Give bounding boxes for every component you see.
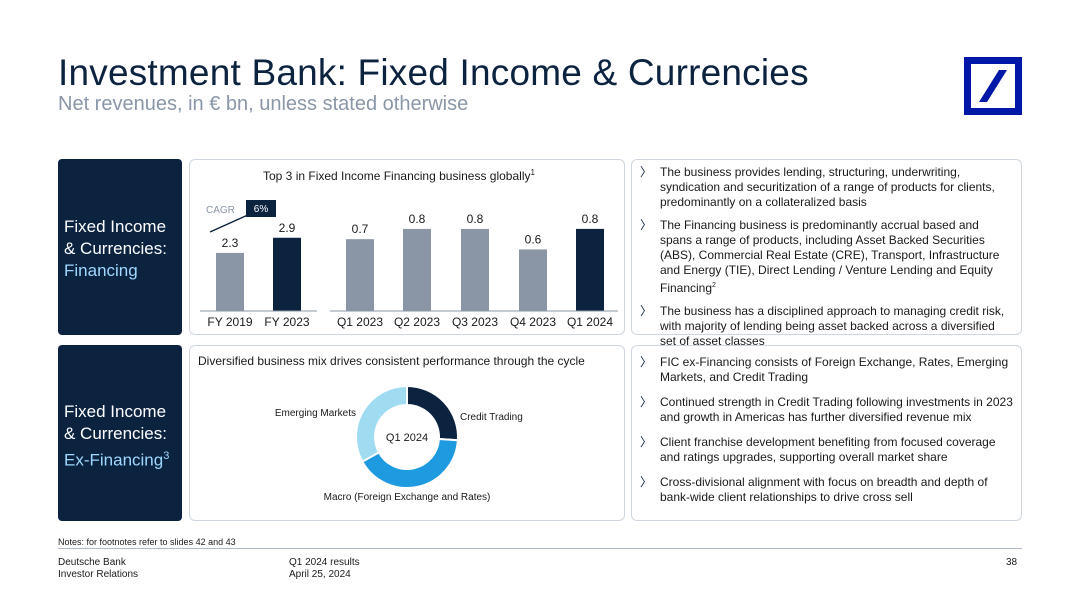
business-mix-donut-chart: Q1 2024 Credit Trading Macro (Foreign Exch… (275, 384, 523, 503)
financing-bar-chart: 2.3 FY 2019 2.9 FY 2023 0.7 Q1 2023 0.8 Q2 2023… (200, 200, 618, 329)
bar-category-label: Q3 2023 (452, 315, 498, 329)
chevron-right-icon: 〉 (640, 304, 653, 318)
ex-financing-label-line3: Ex-Financing3 (64, 450, 170, 470)
chevron-right-icon: 〉 (640, 395, 653, 409)
donut-slice-label: Macro (Foreign Exchange and Rates) (324, 492, 491, 503)
logo-slash-icon (979, 70, 1007, 102)
footer-company: Deutsche Bank Investor Relations (58, 557, 139, 580)
list-item: 〉 The business provides lending, structur… (640, 165, 995, 209)
chevron-right-icon: 〉 (640, 475, 653, 489)
bar-q4-2023 (519, 249, 547, 311)
bar-q1-2024 (576, 228, 604, 311)
donut-center-label: Q1 2024 (386, 432, 428, 444)
bar-category-label: FY 2019 (207, 315, 252, 329)
ex-financing-text-panel: 〉 FIC ex-Financing consists of Foreign Ex… (631, 345, 1022, 521)
ex-financing-chart-title: Diversified business mix drives consiste… (198, 354, 585, 368)
list-item: 〉 FIC ex-Financing consists of Foreign Ex… (640, 355, 1009, 384)
financing-chart-title: Top 3 in Fixed Income Financing business… (263, 168, 535, 183)
financing-bullet-list: 〉 The business provides lending, structur… (638, 165, 1014, 357)
bar-value-label: 2.9 (279, 221, 296, 235)
ex-financing-label-line2: & Currencies: (64, 424, 167, 443)
donut-slice-emerging (355, 384, 408, 463)
bar-category-label: FY 2023 (264, 315, 309, 329)
ex-financing-label-box: Fixed Income & Currencies: Ex-Financing3 (58, 345, 182, 521)
footer-results: Q1 2024 results April 25, 2024 (289, 557, 360, 580)
donut-slice-label: Emerging Markets (275, 408, 356, 419)
bar-q3-2023 (461, 228, 489, 311)
bar-value-label: 0.7 (352, 222, 369, 236)
cagr-label: CAGR (206, 205, 235, 216)
bar-category-label: Q4 2023 (510, 315, 556, 329)
bar-category-label: Q1 2023 (337, 315, 383, 329)
bar-fy-2023 (273, 237, 301, 311)
financing-label-box: Fixed Income & Currencies: Financing (58, 159, 182, 335)
bar-value-label: 2.3 (222, 236, 239, 250)
cagr-arrow-line (209, 213, 251, 233)
bar-value-label: 0.6 (525, 232, 542, 246)
bar-category-label: Q1 2024 (567, 315, 613, 329)
bar-value-label: 0.8 (409, 212, 426, 226)
page-title: Investment Bank: Fixed Income & Currenci… (58, 52, 809, 93)
financing-text-panel: 〉 The business provides lending, structur… (631, 159, 1022, 348)
bar-fy-2019 (216, 252, 244, 311)
bar-value-label: 0.8 (467, 212, 484, 226)
page-number: 38 (1006, 557, 1018, 568)
chevron-right-icon: 〉 (640, 355, 653, 369)
page-subtitle: Net revenues, in € bn, unless stated oth… (58, 93, 469, 115)
donut-slice-macro (360, 437, 459, 489)
list-item: 〉 Cross-divisional alignment with focus o… (640, 475, 988, 504)
footnote-text: Notes: for footnotes refer to slides 42 … (58, 537, 236, 547)
bar-value-label: 0.8 (582, 212, 599, 226)
financing-label-line2: & Currencies: (64, 239, 167, 258)
footer-divider (58, 548, 1022, 549)
chevron-right-icon: 〉 (640, 165, 653, 179)
ex-financing-bullet-list: 〉 FIC ex-Financing consists of Foreign Ex… (638, 355, 1014, 513)
bar-category-label: Q2 2023 (394, 315, 440, 329)
deutsche-bank-logo (964, 57, 1022, 115)
list-item: 〉 The business has a disciplined approach… (640, 304, 1005, 348)
financing-chart-panel: Top 3 in Fixed Income Financing business… (189, 159, 625, 335)
bar-q2-2023 (403, 228, 431, 311)
ex-financing-label-line1: Fixed Income (64, 402, 167, 421)
list-item: 〉 Client franchise development benefiting… (640, 435, 996, 464)
chevron-right-icon: 〉 (640, 218, 653, 232)
chevron-right-icon: 〉 (640, 435, 653, 449)
ex-financing-chart-panel: Diversified business mix drives consiste… (189, 345, 625, 521)
list-item: 〉 The Financing business is predominantly… (640, 218, 1000, 295)
cagr-badge (246, 200, 276, 217)
financing-label-line1: Fixed Income (64, 217, 167, 236)
donut-slice-label: Credit Trading (460, 412, 523, 423)
list-item: 〉 Continued strength in Credit Trading fo… (640, 395, 1013, 424)
bar-q1-2023 (346, 239, 374, 311)
financing-label-line3: Financing (64, 261, 138, 280)
cagr-value: 6% (254, 204, 269, 215)
